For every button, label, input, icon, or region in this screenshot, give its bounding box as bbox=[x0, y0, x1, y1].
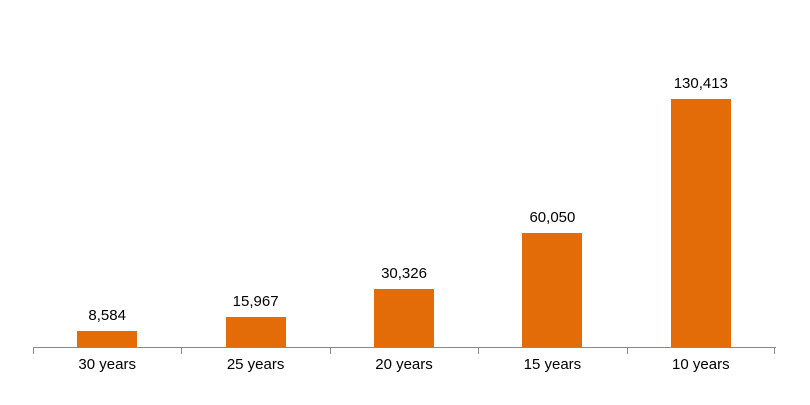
axis-tick bbox=[181, 347, 183, 354]
x-axis-line bbox=[33, 347, 776, 348]
bar-group: 30,326 bbox=[330, 0, 478, 347]
bar-group: 60,050 bbox=[478, 0, 626, 347]
x-axis-category-label: 30 years bbox=[78, 356, 136, 373]
bar bbox=[670, 99, 731, 347]
x-axis-category-label: 10 years bbox=[672, 356, 730, 373]
bar-group: 8,584 bbox=[33, 0, 181, 347]
plot-area: 8,584 15,967 30,326 60,050 130,413 bbox=[33, 0, 775, 347]
bar-value-label: 60,050 bbox=[529, 208, 576, 226]
x-axis-category-label: 25 years bbox=[226, 356, 285, 373]
bar-value-label: 130,413 bbox=[673, 75, 728, 92]
axis-tick bbox=[774, 347, 775, 354]
bar bbox=[225, 316, 286, 347]
x-axis-labels: 30 years 25 years 20 years 15 years 10 y… bbox=[33, 355, 775, 375]
bar-group: 15,967 bbox=[181, 0, 329, 347]
bar bbox=[374, 289, 435, 347]
bar-group: 130,413 bbox=[627, 0, 775, 347]
axis-tick bbox=[33, 347, 34, 354]
bar-value-label: 15,967 bbox=[232, 292, 279, 310]
axis-tick bbox=[478, 347, 480, 354]
x-axis-ticks bbox=[33, 347, 775, 354]
x-axis-category-label: 20 years bbox=[375, 356, 433, 373]
axis-tick bbox=[626, 347, 628, 354]
bar bbox=[77, 330, 138, 347]
x-axis-category-label: 15 years bbox=[523, 356, 582, 373]
bar-value-label: 30,326 bbox=[381, 265, 427, 283]
bar-value-label: 8,584 bbox=[88, 306, 126, 324]
bar bbox=[522, 232, 583, 347]
axis-tick bbox=[329, 347, 331, 354]
